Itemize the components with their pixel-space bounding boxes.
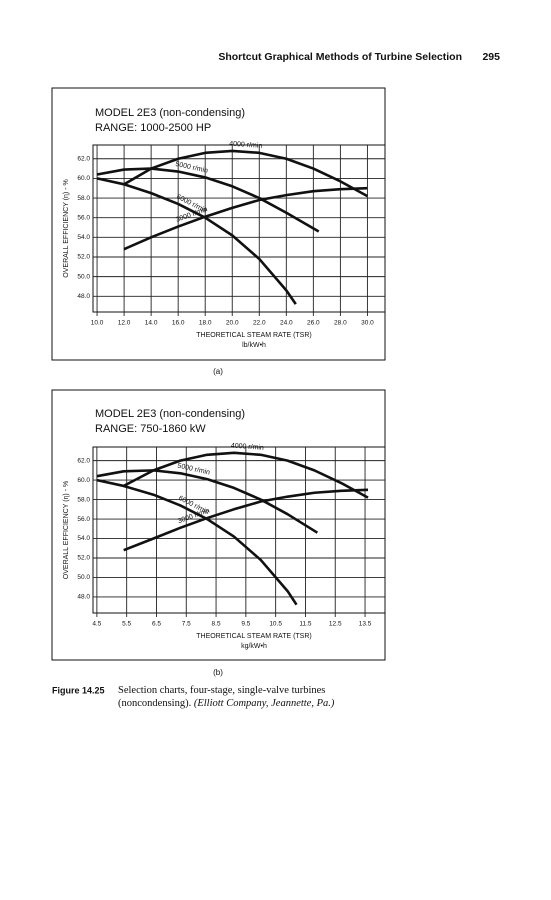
plot-box xyxy=(92,446,386,614)
y-axis-label: OVERALL EFFICIENCY (η) - % xyxy=(63,179,70,277)
y-tick-label: 54.0 xyxy=(77,234,90,241)
x-tick-label: 20.0 xyxy=(226,320,239,327)
panel-label: (b) xyxy=(213,668,223,677)
caption-label: Figure 14.25 xyxy=(52,685,105,695)
y-tick-label: 58.0 xyxy=(77,195,90,202)
curve-label: 4000 r/min xyxy=(229,141,263,150)
curve xyxy=(123,149,369,198)
y-tick-label: 58.0 xyxy=(77,496,90,503)
curve xyxy=(96,177,297,305)
y-tick-label: 50.0 xyxy=(77,574,90,581)
x-tick-label: 22.0 xyxy=(253,320,266,327)
x-tick-label: 28.0 xyxy=(334,320,347,327)
y-tick-label: 54.0 xyxy=(77,535,90,542)
chart-subtitle: RANGE: 750-1860 kW xyxy=(95,423,206,435)
x-tick-label: 5.5 xyxy=(122,621,131,628)
y-axis-label: OVERALL EFFICIENCY (η) - % xyxy=(63,481,70,579)
y-tick-label: 52.0 xyxy=(77,555,90,562)
y-tick-label: 56.0 xyxy=(77,214,90,221)
x-tick-label: 13.5 xyxy=(359,621,372,628)
caption-box: Selection charts, four-stage, single-val… xyxy=(118,684,388,710)
curve-label: 4000 r/min xyxy=(231,442,265,451)
y-tick-label: 62.0 xyxy=(77,155,90,162)
x-tick-label: 26.0 xyxy=(307,320,320,327)
y-tick-label: 56.0 xyxy=(77,516,90,523)
x-tick-label: 11.5 xyxy=(299,621,312,628)
x-tick-label: 8.5 xyxy=(212,621,221,628)
x-tick-label: 12.5 xyxy=(329,621,342,628)
y-tick-label: 60.0 xyxy=(77,477,90,484)
x-axis-label: THEORETICAL STEAM RATE (TSR) xyxy=(196,633,312,640)
x-tick-label: 6.5 xyxy=(152,621,161,628)
panel-label: (a) xyxy=(213,367,223,376)
x-tick-label: 16.0 xyxy=(172,320,185,327)
y-tick-label: 62.0 xyxy=(77,457,90,464)
y-tick-label: 48.0 xyxy=(77,594,90,601)
y-tick-label: 52.0 xyxy=(77,254,90,261)
y-tick-label: 48.0 xyxy=(77,293,90,300)
x-tick-label: 24.0 xyxy=(280,320,293,327)
running-head: Shortcut Graphical Methods of Turbine Se… xyxy=(218,51,462,63)
chart-title: MODEL 2E3 (non-condensing) xyxy=(95,107,245,119)
x-tick-label: 30.0 xyxy=(361,320,374,327)
y-tick-label: 50.0 xyxy=(77,273,90,280)
x-tick-label: 4.5 xyxy=(92,621,101,628)
caption-source: (Elliott Company, Jeannette, Pa.) xyxy=(193,698,335,709)
curve xyxy=(96,469,319,534)
x-tick-label: 14.0 xyxy=(145,320,158,327)
x-tick-label: 18.0 xyxy=(199,320,212,327)
x-tick-label: 9.5 xyxy=(241,621,250,628)
x-axis-unit: lb/kW•h xyxy=(242,342,266,349)
x-tick-label: 10.0 xyxy=(91,320,104,327)
curve xyxy=(96,167,320,233)
x-tick-label: 10.5 xyxy=(269,621,282,628)
x-axis-unit: kg/kW•h xyxy=(241,643,267,650)
chart-title: MODEL 2E3 (non-condensing) xyxy=(95,408,245,420)
caption-text: Selection charts, four-stage, single-val… xyxy=(118,685,326,709)
curve xyxy=(123,488,369,552)
curve xyxy=(123,451,369,499)
x-axis-label: THEORETICAL STEAM RATE (TSR) xyxy=(196,332,312,339)
x-tick-label: 7.5 xyxy=(182,621,191,628)
caption: Selection charts, four-stage, single-val… xyxy=(118,684,388,710)
curve xyxy=(123,186,368,251)
page-number: 295 xyxy=(482,51,500,63)
y-tick-label: 60.0 xyxy=(77,175,90,182)
chart-subtitle: RANGE: 1000-2500 HP xyxy=(95,122,211,134)
x-tick-label: 12.0 xyxy=(118,320,131,327)
plot-box xyxy=(92,144,386,313)
